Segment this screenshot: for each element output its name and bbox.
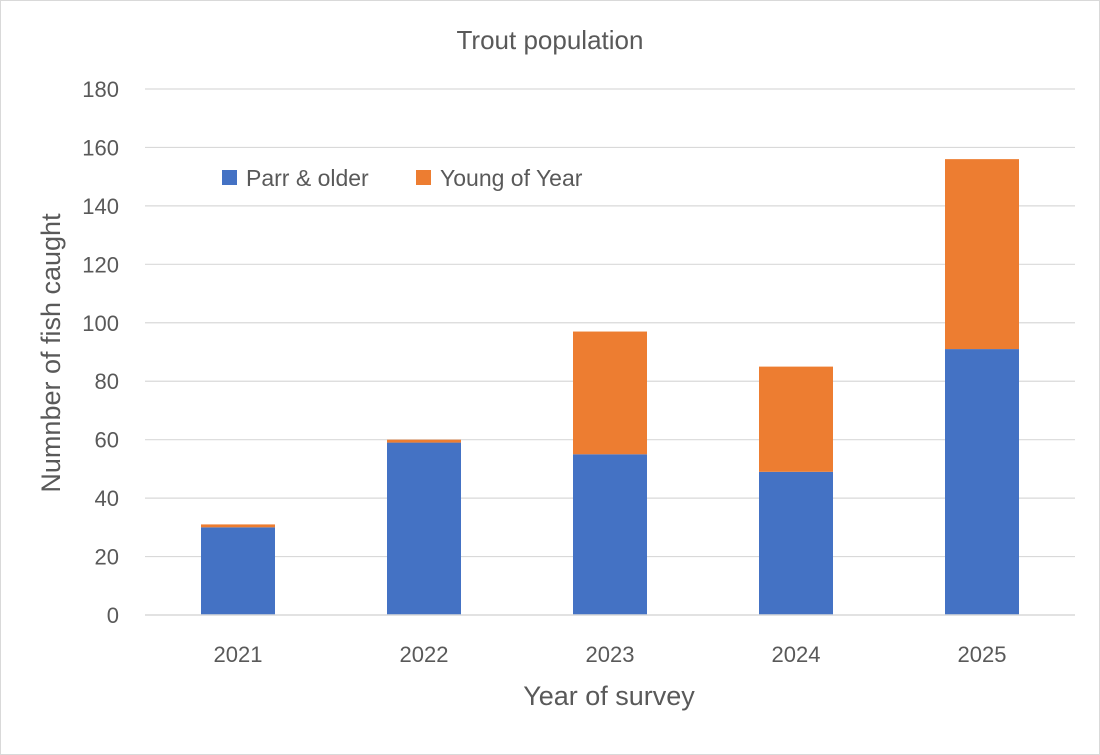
- y-tick-label: 140: [82, 194, 119, 219]
- legend: Parr & older Young of Year: [222, 165, 583, 191]
- bar-parr-older-2021: [201, 527, 275, 615]
- y-tick-label: 80: [95, 369, 119, 394]
- x-tick-label: 2024: [772, 642, 821, 667]
- y-tick-label: 40: [95, 486, 119, 511]
- gridlines: [145, 88, 1075, 558]
- bar-parr-older-2023: [573, 454, 647, 615]
- x-tick-label: 2025: [958, 642, 1007, 667]
- x-tick-label: 2022: [400, 642, 449, 667]
- legend-label-parr-older: Parr & older: [246, 165, 369, 191]
- bar-parr-older-2022: [387, 442, 461, 615]
- y-tick-label: 120: [82, 252, 119, 277]
- y-tick-label: 60: [95, 428, 119, 453]
- bars: [201, 159, 1019, 615]
- legend-label-young-of-year: Young of Year: [440, 165, 583, 191]
- legend-swatch-parr-older: [222, 170, 237, 185]
- bar-parr-older-2025: [945, 349, 1019, 615]
- y-axis-title: Numnber of fish caught: [36, 213, 66, 493]
- chart-title: Trout population: [457, 25, 644, 55]
- y-tick-label: 100: [82, 311, 119, 336]
- bar-parr-older-2024: [759, 471, 833, 615]
- bar-young-of-year-2023: [573, 331, 647, 455]
- x-tick-label: 2023: [586, 642, 635, 667]
- y-tick-label: 160: [82, 135, 119, 160]
- x-axis-title: Year of survey: [523, 681, 695, 711]
- x-tick-label: 2021: [214, 642, 263, 667]
- bar-young-of-year-2021: [201, 524, 275, 528]
- x-axis-ticks: 2021 2022 2023 2024 2025: [214, 642, 1007, 667]
- y-tick-label: 0: [107, 603, 119, 628]
- bar-young-of-year-2025: [945, 159, 1019, 350]
- y-tick-label: 180: [82, 77, 119, 102]
- bar-young-of-year-2024: [759, 366, 833, 472]
- legend-swatch-young-of-year: [416, 170, 431, 185]
- bar-young-of-year-2022: [387, 439, 461, 443]
- y-tick-label: 20: [95, 545, 119, 570]
- y-axis-ticks: 0 20 40 60 80 100 120 140 160 180: [82, 77, 119, 628]
